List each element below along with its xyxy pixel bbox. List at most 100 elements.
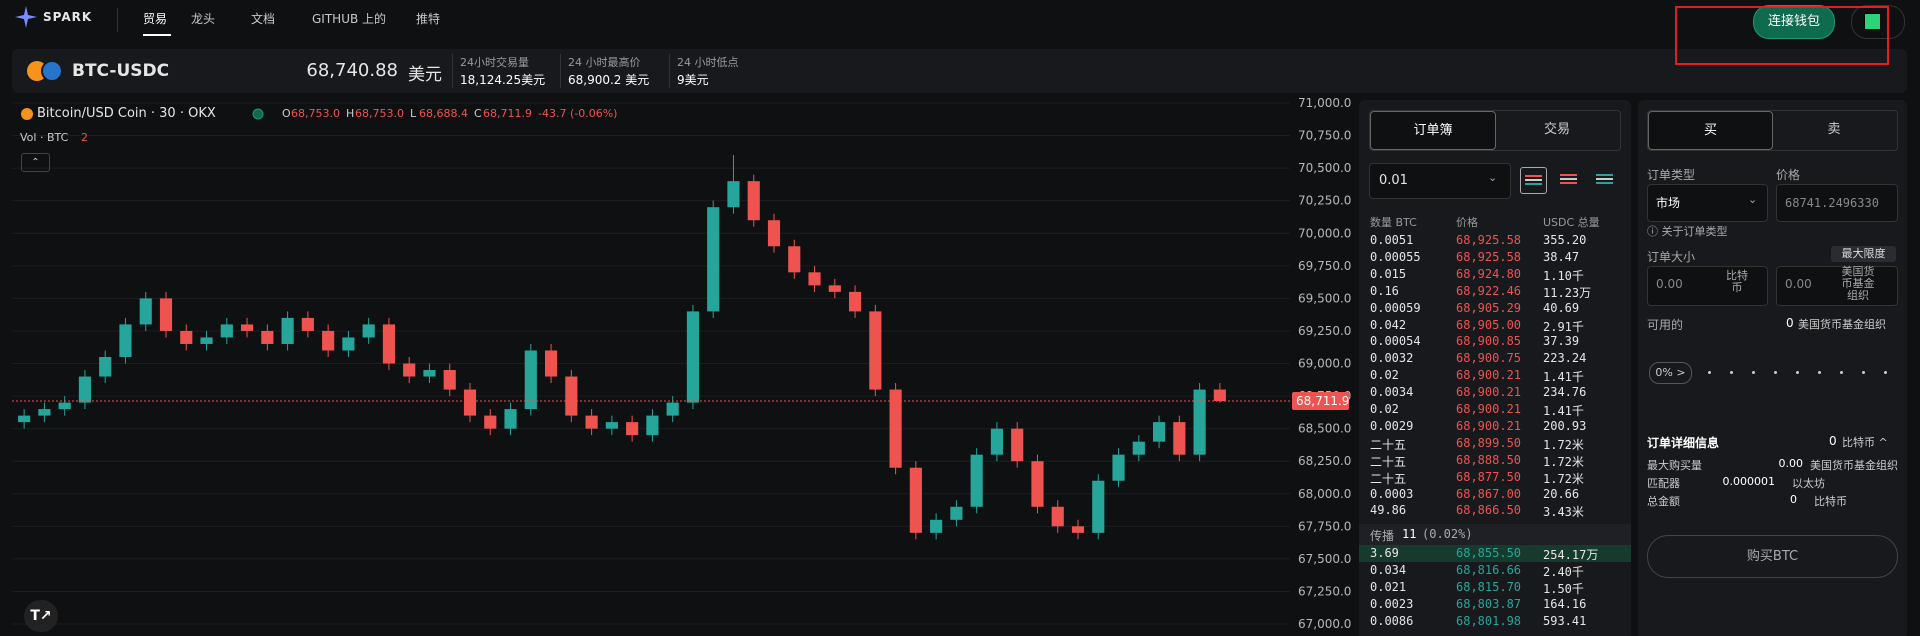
size-input[interactable]: [1647, 266, 1768, 306]
nav-item[interactable]: 贸易: [143, 12, 168, 26]
chevron: ⌄: [1748, 193, 1758, 206]
view-button[interactable]: [1556, 167, 1581, 192]
max-button[interactable]: 最大限度: [1831, 246, 1896, 262]
ohlc-key: C: [474, 107, 482, 120]
slider-dot: [1862, 371, 1865, 374]
size-value: 0.00: [1656, 277, 1683, 291]
book-cell: 68,816.66: [1456, 562, 1522, 577]
book-cell: 3.69: [1370, 546, 1399, 560]
stat-label: 24 小时最高价: [568, 56, 641, 69]
candle-body: [1051, 506, 1064, 527]
candle-body: [200, 337, 213, 344]
available-unit: 美国货币基金组织: [1798, 318, 1886, 331]
size-unit: 比特币: [1726, 269, 1748, 294]
stat-label: 24 小时低点: [677, 56, 739, 69]
tab-sell[interactable]: 卖: [1827, 122, 1841, 137]
ohlc-value: 68,688.4: [419, 107, 468, 120]
label: 订单大小: [1647, 250, 1696, 264]
candle-body: [99, 356, 112, 377]
status-dot: [252, 108, 264, 120]
book-cell: 593.41: [1543, 613, 1587, 628]
view-icon-line: [1596, 178, 1613, 180]
tab-active[interactable]: 订单簿: [1370, 111, 1496, 150]
slider-dot: [1796, 371, 1799, 374]
candle-body: [403, 363, 416, 377]
candle-body: [605, 422, 618, 429]
view-icon-line: [1525, 175, 1542, 177]
book-cell: 49.86: [1370, 503, 1407, 518]
view-button[interactable]: [1592, 167, 1617, 192]
view-button[interactable]: [1520, 167, 1547, 194]
collapse-button[interactable]: ⌃: [21, 153, 50, 172]
tab-buy[interactable]: 买: [1648, 111, 1773, 150]
book-cell: 234.76: [1543, 385, 1587, 400]
book-cell: 68,924.80: [1456, 266, 1522, 281]
book-cell: 68,877.50: [1456, 469, 1522, 484]
candle-body: [930, 519, 943, 533]
book-cell: 68,900.21: [1456, 368, 1522, 383]
size-select[interactable]: 0.01: [1369, 163, 1511, 199]
stat-divider: [452, 54, 453, 88]
book-cell: 223.24: [1543, 351, 1587, 366]
candle-body: [747, 181, 760, 221]
details-title: 订单详细信息: [1647, 436, 1720, 450]
symbol-icon: [21, 108, 33, 120]
nav-item[interactable]: 文档: [251, 12, 276, 26]
candle-body: [78, 376, 92, 403]
vol-value: 2: [81, 131, 88, 144]
candle-body: [1031, 461, 1044, 507]
size-input[interactable]: [1776, 266, 1898, 306]
ohlc-key: H: [346, 107, 355, 120]
candle-body: [727, 181, 740, 208]
book-cell: 2.40千: [1543, 564, 1584, 579]
book-cell: 0.0003: [1370, 486, 1414, 501]
order-type-select[interactable]: 市场: [1647, 184, 1768, 222]
y-tick-label: 67,000.0: [1298, 617, 1351, 631]
tv-logo: T↗: [24, 600, 58, 632]
buy-button[interactable]: 购买BTC: [1647, 535, 1898, 578]
ohlc-key: L: [410, 107, 417, 120]
candle-body: [788, 246, 801, 273]
book-cell: 0.02: [1370, 368, 1399, 383]
details-unit[interactable]: 比特币 ^: [1842, 436, 1888, 449]
account-button[interactable]: [1851, 5, 1905, 39]
book-cell: 68,925.58: [1456, 233, 1522, 247]
candle-body: [382, 324, 396, 364]
ohlc-value: 68,711.9: [483, 107, 532, 120]
tab[interactable]: 交易: [1543, 122, 1570, 137]
candle-body: [1071, 526, 1085, 533]
detail-unit: 美国货币基金组织: [1810, 459, 1898, 472]
book-cell: 0.02: [1370, 402, 1399, 416]
book-cell: 0.0032: [1370, 351, 1414, 366]
stat-value: 9美元: [677, 73, 709, 87]
detail-value: 0.00: [1778, 457, 1804, 470]
candle-body: [443, 370, 456, 390]
book-cell: 68,855.50: [1456, 546, 1522, 560]
y-tick-label: 67,750.0: [1298, 519, 1351, 533]
nav-item[interactable]: 龙头: [191, 12, 216, 26]
spread-pct: (0.02%): [1422, 527, 1473, 541]
book-cell: 40.69: [1543, 300, 1580, 315]
change: -43.7 (-0.06%): [538, 107, 618, 120]
detail-label: 最大购买量: [1647, 459, 1702, 472]
pair: BTC-USDC: [72, 61, 170, 81]
y-tick-label: 68,250.0: [1298, 454, 1351, 468]
detail-value: 0.000001: [1722, 475, 1776, 488]
slider-dot: [1840, 371, 1843, 374]
nav-item[interactable]: GITHUB 上的: [312, 12, 387, 26]
candle-body: [909, 467, 922, 533]
candle-body: [544, 350, 558, 377]
candle-body: [484, 415, 497, 429]
ohlc-key: O: [282, 107, 291, 120]
about-link[interactable]: ⓘ 关于订单类型: [1647, 225, 1728, 238]
book-cell: 二十五: [1370, 437, 1407, 452]
connect-button[interactable]: 连接钱包: [1753, 5, 1835, 39]
book-cell: 68,899.50: [1456, 435, 1522, 450]
slider-dot: [1752, 371, 1755, 374]
nav-item[interactable]: 推特: [416, 12, 441, 26]
book-cell: 68,900.75: [1456, 351, 1522, 366]
price-input[interactable]: 68741.2496330: [1776, 184, 1898, 222]
percent-pill[interactable]: 0% >: [1649, 362, 1692, 384]
slider-dot: [1818, 371, 1821, 374]
y-tick-label: 70,000.0: [1298, 226, 1351, 240]
